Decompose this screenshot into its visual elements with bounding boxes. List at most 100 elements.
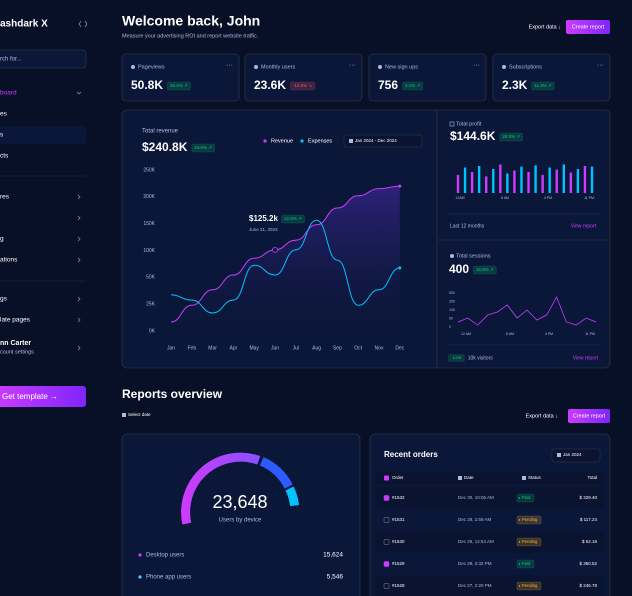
bar	[477, 166, 481, 193]
gauge-segment	[259, 457, 293, 489]
x-tick-label: Jan	[167, 345, 175, 351]
y-tick-label: 100	[449, 308, 455, 312]
kpi-value: 50.8K	[131, 78, 163, 92]
nav-item[interactable]: board	[0, 90, 17, 97]
kpi-value: 756	[378, 78, 398, 92]
x-tick-label: 8 AM	[506, 332, 514, 336]
gauge-segment	[285, 486, 300, 507]
order-date: Dec 29, 12:54 AM	[458, 539, 494, 544]
kpi-icon	[378, 65, 382, 69]
nav-item[interactable]: cts	[0, 153, 9, 160]
nav-item[interactable]: es	[0, 111, 8, 118]
order-total: $ 246.78	[579, 583, 597, 588]
nav-item[interactable]: ations	[0, 257, 18, 264]
bar	[485, 176, 488, 193]
nav-item[interactable]: g	[0, 236, 4, 243]
nav-item[interactable]: res	[0, 194, 10, 201]
kpi-icon	[502, 65, 506, 69]
view-report[interactable]: View report	[573, 355, 599, 361]
status-bg	[516, 537, 542, 547]
x-tick-label: 12 AM	[461, 332, 471, 336]
nav-item[interactable]: late pages	[0, 317, 31, 324]
export-button[interactable]: Export data ↓	[526, 413, 559, 419]
create-button[interactable]	[568, 409, 610, 423]
device-name: Phone app users	[146, 575, 191, 581]
card-value: $144.6K	[450, 129, 496, 143]
change-badge: 28.4% ↗	[170, 83, 188, 88]
more-icon: ···	[349, 62, 356, 69]
period-picker[interactable]	[551, 448, 601, 463]
icon	[458, 476, 462, 480]
create-button[interactable]	[566, 20, 610, 34]
change-badge: -12.6% ↘	[293, 83, 313, 88]
order-id: #1530	[392, 539, 405, 544]
kpi-icon	[131, 65, 135, 69]
checkbox[interactable]	[383, 583, 390, 589]
search-box[interactable]	[0, 49, 87, 69]
change-badge: 16.8% ↗	[476, 267, 494, 272]
x-tick-label: Nov	[375, 345, 384, 351]
date-picker[interactable]	[343, 134, 423, 148]
period-label: Jan 2024	[563, 452, 582, 457]
template-button[interactable]	[0, 386, 86, 407]
change-badge: 12.5% ↗	[284, 216, 302, 221]
series-line	[170, 219, 400, 314]
order-date: Dec 29, 2:59 AM	[458, 517, 492, 522]
y-tick-label: 0	[449, 325, 451, 329]
order-date: Dec 28, 2:32 PM	[458, 561, 492, 566]
calendar-icon	[122, 413, 126, 417]
status-badge: Pending	[522, 539, 538, 544]
change-badge: 11.3% ↗	[534, 83, 552, 88]
device-value: 15,624	[323, 552, 343, 559]
change-badge: 3.1% ↗	[405, 83, 421, 88]
device-value: 5,546	[327, 574, 344, 581]
revenue-area	[171, 186, 400, 331]
nav-item[interactable]: s	[0, 132, 4, 139]
live-badge: Live	[453, 355, 462, 360]
calendar-icon	[557, 453, 561, 457]
checkbox[interactable]	[383, 495, 390, 501]
bar	[527, 172, 530, 193]
kpi-label: Monthly users	[261, 64, 295, 70]
checkbox[interactable]	[383, 517, 390, 523]
checkbox[interactable]	[383, 539, 390, 545]
device-card	[121, 433, 361, 596]
y-tick-label: 0K	[149, 328, 156, 334]
end-point	[398, 184, 402, 188]
order-total: $ 117.24	[580, 517, 598, 522]
export-button[interactable]: Export data ↓	[529, 24, 562, 30]
nav-item[interactable]: gs	[0, 296, 8, 303]
x-tick-label: 12AM	[455, 196, 464, 200]
row-bg	[376, 575, 604, 596]
create-label: Create report	[573, 413, 606, 419]
x-tick-label: 11 PM	[584, 196, 594, 200]
legend-dot	[300, 139, 304, 143]
table-header	[376, 471, 604, 485]
select-date[interactable]: Select date	[128, 412, 151, 417]
badge-bg	[499, 132, 523, 142]
bar	[583, 166, 587, 193]
page-subtitle: Measure your advertising ROI and report …	[122, 33, 259, 39]
card-label: Total profit	[456, 121, 482, 127]
collapse-icon[interactable]	[78, 20, 88, 28]
x-tick-label: Mar	[208, 345, 217, 351]
badge-bg	[402, 81, 424, 91]
device-caption: Users by device	[219, 518, 262, 524]
row-bg	[376, 487, 604, 509]
column-header: Status	[528, 475, 542, 480]
bar	[506, 173, 509, 193]
x-tick-label: Jul	[293, 345, 299, 351]
y-tick-label: 25K	[146, 301, 156, 307]
bar	[463, 167, 467, 193]
legend-dot	[138, 553, 142, 557]
bar	[520, 166, 523, 193]
y-tick-label: 250K	[143, 167, 155, 173]
view-report[interactable]: View report	[571, 223, 597, 229]
kpi-value: 2.3K	[502, 78, 528, 92]
checkbox[interactable]	[383, 561, 390, 567]
order-date: Dec 27, 2:20 PM	[458, 583, 492, 588]
status-badge: Paid	[522, 561, 531, 566]
badge-bg	[473, 265, 497, 275]
